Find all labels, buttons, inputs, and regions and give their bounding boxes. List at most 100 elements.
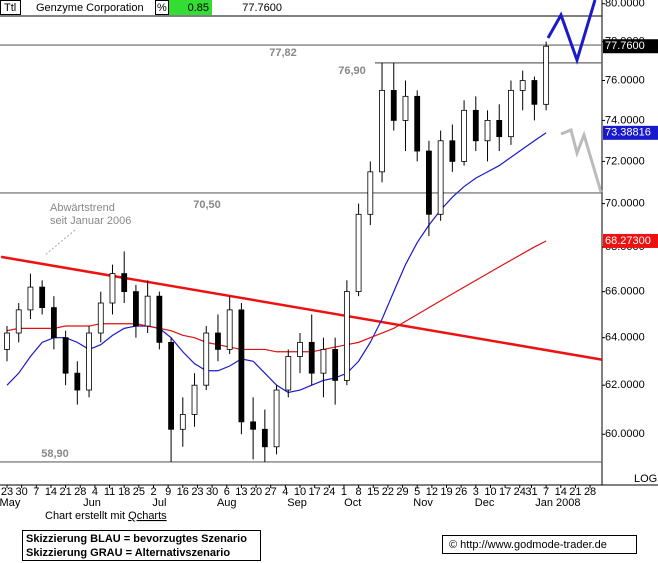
candle-body xyxy=(320,349,327,374)
price-tag-label: 73.38816 xyxy=(605,127,651,139)
x-tick-label: 1 xyxy=(341,486,347,498)
y-tick-label: 64.0000 xyxy=(605,332,645,344)
candle-body xyxy=(379,89,385,173)
scenario-blue xyxy=(546,0,597,65)
month-label: Jan 2008 xyxy=(535,497,580,509)
candle-body xyxy=(426,150,432,215)
x-tick-label: 20 xyxy=(250,486,262,498)
annotation-pointer xyxy=(44,229,76,256)
x-tick-label: 12 xyxy=(426,486,438,498)
candle-body xyxy=(191,384,198,415)
x-tick-label: 5 xyxy=(414,486,420,498)
level-label: 77,82 xyxy=(269,47,297,59)
x-tick-label: 23 xyxy=(191,486,203,498)
symbol-box xyxy=(0,0,21,15)
x-tick-label: 7 xyxy=(33,486,39,498)
y-tick-label: 60.0000 xyxy=(605,428,645,440)
moving-average xyxy=(6,240,547,353)
month-label: Oct xyxy=(344,497,361,509)
x-tick-label: 15 xyxy=(367,486,379,498)
y-tick-label: 66.0000 xyxy=(605,286,645,298)
candle-body xyxy=(531,80,538,105)
x-tick-label: 9 xyxy=(165,486,171,498)
x-tick-label: 28 xyxy=(74,486,86,498)
price-tag xyxy=(603,125,658,140)
price-tag-label: 68.27300 xyxy=(605,235,651,247)
x-tick-label: 8 xyxy=(356,486,362,498)
candle-body xyxy=(121,273,128,293)
x-tick-label: 26 xyxy=(455,486,467,498)
x-tick-label: 30 xyxy=(206,486,218,498)
month-label: Jun xyxy=(83,497,101,509)
y-tick-label: 76.0000 xyxy=(605,74,645,86)
candle-body xyxy=(250,421,257,430)
candle-body xyxy=(461,109,467,162)
x-tick-label: 24 xyxy=(514,486,526,498)
candle-body xyxy=(390,89,397,121)
last-price: 77.7600 xyxy=(242,2,282,14)
candle-body xyxy=(355,213,362,293)
x-tick-label: 3 xyxy=(473,486,479,498)
candle-body xyxy=(238,309,245,423)
candle-body xyxy=(39,286,46,308)
candle-body xyxy=(297,341,303,357)
candle-body xyxy=(273,389,280,448)
candle-body xyxy=(4,332,10,350)
y-tick-label: 70.0000 xyxy=(605,197,645,209)
candle-body xyxy=(27,286,34,311)
pct-sign: % xyxy=(157,2,167,14)
candle-body xyxy=(402,95,409,121)
x-tick-label: 30 xyxy=(16,486,28,498)
source: © http://www.godmode-trader.de xyxy=(449,539,607,551)
x-tick-label: 7 xyxy=(543,486,549,498)
candle-body xyxy=(308,341,315,374)
candle-body xyxy=(15,309,22,334)
month-label: Jul xyxy=(152,497,166,509)
candle-body xyxy=(261,428,268,448)
x-tick-label: 23 xyxy=(1,486,13,498)
annotation: Abwärtstrend xyxy=(50,202,115,214)
month-label: Nov xyxy=(413,497,433,509)
candle-body xyxy=(203,332,210,386)
candle-body xyxy=(156,295,163,343)
candle-body xyxy=(50,307,57,339)
x-tick-label: 14 xyxy=(555,486,567,498)
candle-body xyxy=(519,80,526,91)
x-tick-label: 21 xyxy=(569,486,581,498)
x-tick-label: 25 xyxy=(133,486,145,498)
legend-text: Skizzierung BLAU = bevorzugtes Szenario xyxy=(26,533,247,545)
x-tick-label: 4 xyxy=(92,486,98,498)
candle-body xyxy=(74,372,81,391)
y-tick-label: 72.0000 xyxy=(605,155,645,167)
month-label: Aug xyxy=(217,497,237,509)
candle-body xyxy=(543,45,550,105)
y-tick-label: 80.0000 xyxy=(605,0,645,10)
x-tick-label: 17 xyxy=(309,486,321,498)
candle-body xyxy=(226,309,233,350)
candle-body xyxy=(343,291,350,381)
x-tick-label: 13 xyxy=(235,486,247,498)
level-label: 70,50 xyxy=(193,199,221,211)
y-tick-label: 62.0000 xyxy=(605,379,645,391)
x-tick-label: 28 xyxy=(584,486,596,498)
month-label: Sep xyxy=(287,497,307,509)
candle-body xyxy=(86,332,92,391)
candle-body xyxy=(496,120,503,138)
candle-body xyxy=(449,140,456,162)
x-tick-label: 4 xyxy=(282,486,288,498)
price-tag xyxy=(603,39,658,54)
candle-body xyxy=(109,273,116,304)
x-tick-label: 6 xyxy=(224,486,230,498)
x-tick-label: 17 xyxy=(499,486,511,498)
candle-body xyxy=(179,414,186,430)
candle-body xyxy=(144,295,151,327)
symbol: Ttl xyxy=(4,2,16,14)
candle-body xyxy=(508,89,514,138)
instrument-name: Genzyme Corporation xyxy=(36,2,144,14)
annotation: seit Januar 2006 xyxy=(50,215,131,227)
candle-body xyxy=(215,332,221,350)
x-tick-label: 27 xyxy=(265,486,277,498)
candle-body xyxy=(367,171,374,215)
x-tick-label: 18 xyxy=(118,486,130,498)
